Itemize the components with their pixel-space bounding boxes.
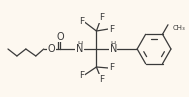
Text: F: F (99, 13, 104, 23)
Text: F: F (109, 25, 114, 33)
Text: F: F (99, 74, 104, 84)
Text: N: N (76, 45, 83, 55)
Text: H: H (77, 41, 82, 47)
Text: N: N (110, 45, 117, 55)
Text: CH₃: CH₃ (173, 25, 186, 31)
Text: F: F (79, 71, 84, 80)
Text: F: F (79, 17, 84, 26)
Text: F: F (109, 64, 114, 72)
Text: H: H (111, 41, 116, 47)
Text: O: O (48, 44, 56, 54)
Text: O: O (57, 32, 64, 42)
